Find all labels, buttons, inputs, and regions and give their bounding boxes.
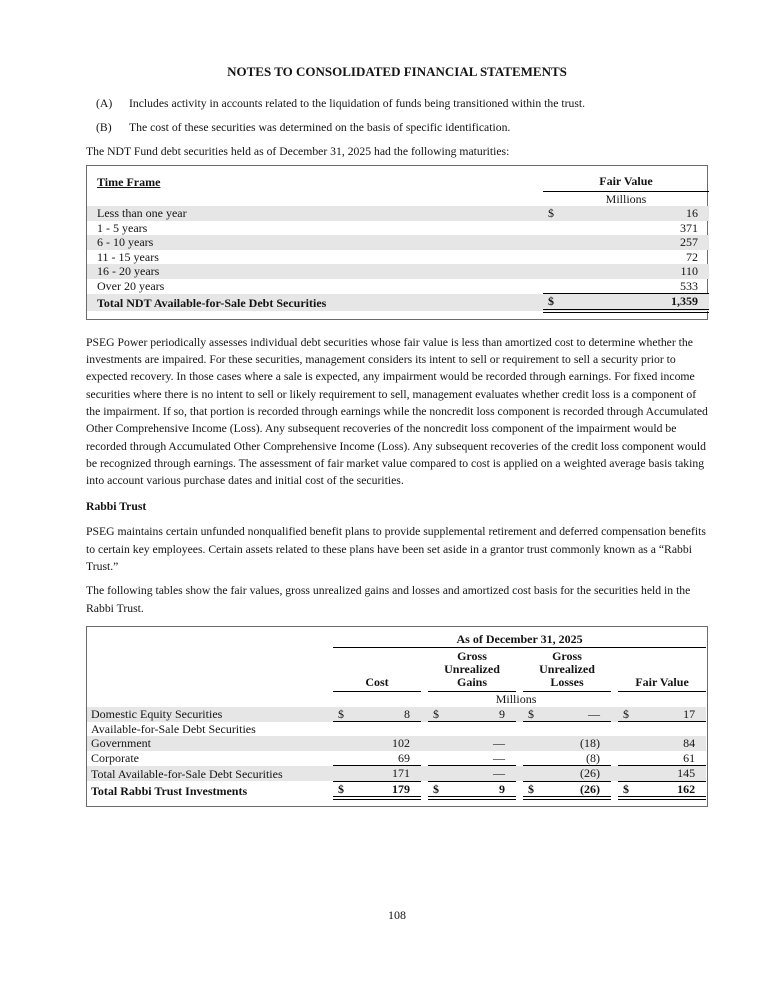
currency-symbol: $ — [433, 781, 439, 796]
cell-value: (8) — [586, 750, 600, 765]
cell-value: 371 — [680, 220, 698, 235]
table-row: 11 - 15 years 72 — [87, 250, 709, 265]
cell-value: 84 — [683, 736, 696, 751]
table-row: Over 20 years 533 — [87, 279, 709, 294]
row-label: 16 - 20 years — [87, 264, 543, 279]
rabbi-trust-paragraph-2: The following tables show the fair value… — [86, 584, 691, 615]
fair-value-column-header: Fair Value — [543, 168, 709, 192]
page-title: NOTES TO CONSOLIDATED FINANCIAL STATEMEN… — [227, 64, 567, 79]
table-row: 6 - 10 years 257 — [87, 235, 709, 250]
time-frame-column-header: Time Frame — [97, 174, 161, 189]
cell-value: 102 — [392, 736, 410, 751]
cell-value: 72 — [686, 249, 698, 264]
gross-unrealized-gains-column-header: Gross Unrealized Gains — [428, 647, 516, 693]
row-label: 11 - 15 years — [97, 249, 159, 264]
cell-value: 110 — [680, 264, 698, 279]
maturities-table: Time Frame Fair Value Millions Less than… — [86, 165, 709, 320]
currency-symbol: $ — [548, 294, 554, 309]
footnote-a-text: Includes activity in accounts related to… — [129, 97, 586, 110]
cell-value: 61 — [683, 750, 696, 765]
currency-symbol: $ — [433, 706, 439, 721]
cell-value: 171 — [392, 766, 410, 781]
page-number: 108 — [388, 908, 406, 922]
rabbi-trust-paragraph-1: PSEG maintains certain unfunded nonquali… — [86, 525, 706, 574]
total-row: Total NDT Available-for-Sale Debt Securi… — [87, 293, 709, 313]
cell-value: 8 — [404, 706, 410, 721]
row-label: Over 20 years — [97, 279, 165, 294]
footnote-b: (B) The cost of these securities was det… — [96, 119, 708, 136]
table-row: Total Available-for-Sale Debt Securities… — [87, 765, 707, 782]
total-row: Total Rabbi Trust Investments $179 $9 $ (… — [87, 781, 707, 801]
total-row-label: Total Rabbi Trust Investments — [91, 783, 248, 798]
period-header-row: As of December 31, 2025 — [87, 628, 707, 649]
currency-symbol: $ — [623, 706, 629, 721]
footnote-a-marker: (A) — [96, 97, 113, 110]
row-label: Government — [87, 736, 326, 751]
total-value: 162 — [677, 781, 696, 796]
impairment-paragraph: PSEG Power periodically assesses individ… — [86, 335, 708, 488]
cell-value: 16 — [686, 206, 698, 221]
total-value: 179 — [392, 781, 410, 796]
cell-value: (18) — [580, 736, 600, 751]
footnote-b-text: The cost of these securities was determi… — [129, 121, 511, 134]
table-row: Government 102 — (18) 84 — [87, 736, 707, 751]
rabbi-trust-table: As of December 31, 2025 Cost Gross Unrea… — [86, 625, 708, 808]
row-label: Less than one year — [87, 206, 543, 221]
maturities-intro-paragraph: The NDT Fund debt securities held as of … — [86, 145, 510, 158]
footnote-b-marker: (B) — [96, 121, 112, 134]
row-label: Available-for-Sale Debt Securities — [91, 721, 256, 736]
currency-symbol: $ — [528, 781, 534, 796]
units-row: Millions — [87, 191, 709, 206]
row-label: 6 - 10 years — [87, 235, 543, 250]
currency-symbol: $ — [528, 706, 534, 721]
cell-value: 533 — [680, 278, 698, 293]
cell-value: 145 — [677, 766, 696, 781]
cost-column-header: Cost — [333, 647, 421, 693]
row-label: 1 - 5 years — [97, 220, 148, 235]
cell-value: — — [493, 736, 505, 751]
cell-value: — — [588, 706, 600, 721]
table-row: 1 - 5 years 371 — [87, 221, 709, 236]
units-row: Millions — [87, 692, 706, 707]
table-row: Available-for-Sale Debt Securities — [87, 722, 706, 737]
row-label: Total Available-for-Sale Debt Securities — [87, 765, 326, 782]
maturities-header-row: Time Frame Fair Value — [87, 168, 709, 192]
total-value: (26) — [580, 781, 600, 796]
currency-symbol: $ — [338, 781, 344, 796]
cell-value: 257 — [680, 235, 698, 250]
column-header-row: Cost Gross Unrealized Gains Gross Unreal… — [87, 647, 707, 693]
cell-value: 69 — [398, 750, 410, 765]
cell-value: 17 — [683, 706, 696, 721]
footnote-a: (A) Includes activity in accounts relate… — [96, 95, 708, 112]
row-label: Corporate — [91, 751, 139, 766]
currency-symbol: $ — [338, 706, 344, 721]
period-header: As of December 31, 2025 — [333, 628, 707, 649]
cell-value: (26) — [580, 766, 600, 781]
total-row-label: Total NDT Available-for-Sale Debt Securi… — [87, 293, 543, 311]
rabbi-trust-heading: Rabbi Trust — [86, 500, 147, 514]
millions-unit-label: Millions — [605, 191, 647, 206]
table-row: Corporate 69 — (8) 61 — [87, 750, 707, 767]
currency-symbol: $ — [623, 781, 629, 796]
row-label: Domestic Equity Securities — [87, 706, 326, 722]
table-row: 16 - 20 years 110 — [87, 264, 709, 279]
gross-unrealized-losses-column-header: Gross Unrealized Losses — [523, 647, 611, 693]
currency-symbol: $ — [548, 206, 554, 221]
cell-value: 9 — [499, 706, 505, 721]
table-row: Domestic Equity Securities $8 $9 $ — $17 — [87, 706, 707, 723]
total-value: 1,359 — [671, 294, 698, 309]
total-value: 9 — [499, 781, 505, 796]
table-row: Less than one year $16 — [87, 206, 709, 221]
millions-unit-label: Millions — [495, 692, 537, 707]
fair-value-column-header: Fair Value — [618, 647, 707, 693]
cell-value: — — [493, 750, 505, 765]
cell-value: — — [493, 766, 505, 781]
